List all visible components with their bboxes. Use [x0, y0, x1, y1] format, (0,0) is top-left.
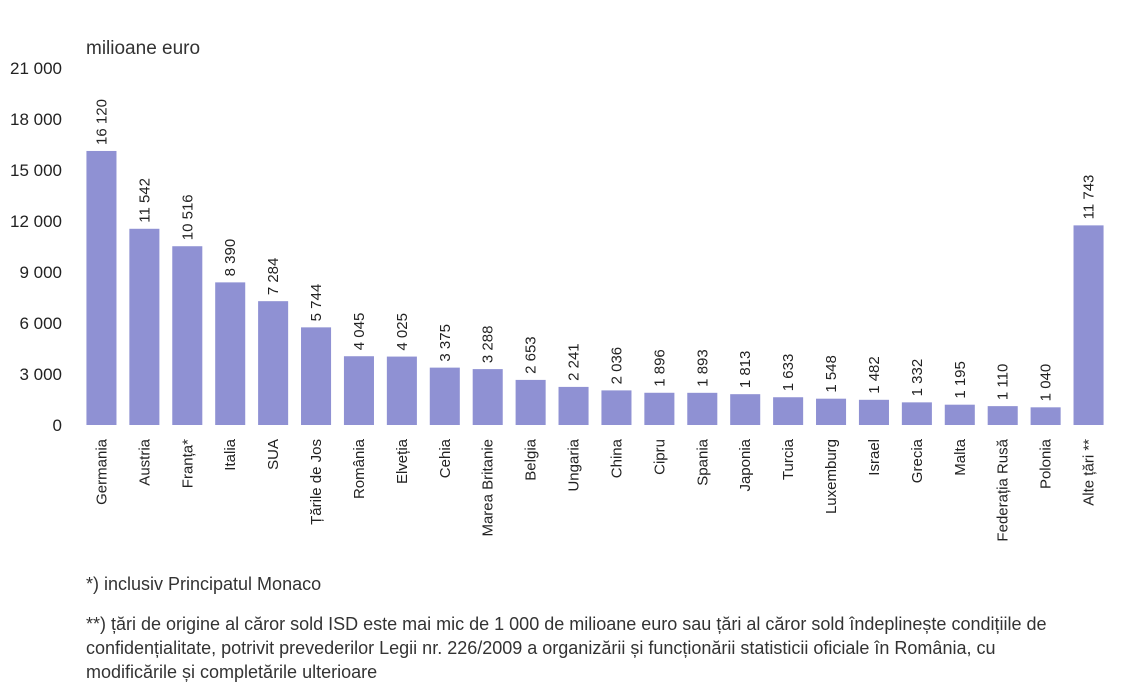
bar	[644, 392, 675, 425]
bar	[429, 367, 460, 425]
data-label: 1 110	[995, 364, 1012, 400]
category-label: România	[351, 438, 368, 499]
x-axis: Germania Austria Franța* Italia SUA Țările de…	[93, 438, 1097, 541]
category-label: Elveția	[394, 438, 411, 484]
bar	[515, 379, 546, 425]
bar	[172, 246, 203, 425]
data-label: 2 653	[523, 336, 540, 374]
category-label: Federația Rusă	[995, 438, 1012, 541]
category-label: Marea Britanie	[480, 439, 497, 537]
category-label: Franța*	[179, 439, 196, 488]
category-label: Turcia	[780, 438, 797, 480]
data-label: 1 893	[694, 349, 711, 387]
category-label: Luxemburg	[823, 439, 840, 514]
data-label: 1 482	[866, 356, 883, 394]
data-label: 3 288	[480, 326, 497, 364]
bar	[858, 399, 889, 425]
y-tick-label: 0	[53, 416, 62, 435]
data-label: 1 548	[823, 355, 840, 393]
unit-label: milioane euro	[86, 38, 200, 59]
bar	[86, 150, 117, 425]
bar	[1073, 225, 1104, 425]
category-label: SUA	[265, 439, 282, 470]
category-label: Germania	[93, 438, 110, 505]
data-label: 11 542	[136, 178, 153, 223]
bar	[816, 398, 847, 425]
data-label: 4 025	[394, 313, 411, 351]
bar	[558, 386, 589, 425]
category-label: China	[608, 438, 625, 478]
data-label: 1 633	[780, 354, 797, 392]
data-label: 1 813	[737, 351, 754, 389]
category-label: Ungaria	[566, 438, 583, 491]
bar	[601, 390, 632, 425]
data-label: 11 743	[1081, 175, 1098, 220]
category-label: Alte țări **	[1081, 439, 1098, 506]
bar	[773, 397, 804, 425]
y-tick-label: 3 000	[19, 365, 62, 384]
data-label: 1 195	[952, 361, 969, 399]
data-label: 1 332	[909, 359, 926, 397]
data-label: 2 036	[608, 347, 625, 385]
bar	[1030, 407, 1061, 425]
y-tick-label: 21 000	[10, 59, 62, 78]
bars	[86, 150, 1104, 425]
data-label: 16 120	[93, 99, 110, 145]
data-label: 10 516	[179, 194, 196, 240]
footnote-other-countries: **) țări de origine al căror sold ISD es…	[86, 614, 1047, 682]
data-label: 1 040	[1038, 364, 1055, 402]
data-labels: 16 120 11 542 10 516 8 390 7 284 5 744 4 045 4 …	[93, 99, 1097, 401]
bar	[472, 369, 503, 425]
category-label: Austria	[136, 438, 153, 485]
bar	[301, 327, 332, 425]
category-label: Italia	[222, 438, 239, 470]
data-label: 1 896	[651, 349, 668, 387]
category-label: Cehia	[437, 438, 454, 478]
bar	[215, 282, 246, 425]
category-label: Malta	[952, 438, 969, 475]
y-axis: 0 3 000 6 000 9 000 12 000 15 000 18 000 21 000	[10, 59, 62, 435]
data-label: 4 045	[351, 313, 368, 351]
category-label: Belgia	[523, 438, 540, 480]
y-tick-label: 9 000	[19, 263, 62, 282]
y-tick-label: 12 000	[10, 212, 62, 231]
y-tick-label: 15 000	[10, 161, 62, 180]
data-label: 3 375	[437, 324, 454, 362]
bar	[730, 394, 761, 425]
category-label: Spania	[694, 438, 711, 485]
bar	[258, 301, 289, 425]
bar	[944, 404, 975, 425]
data-label: 5 744	[308, 284, 325, 322]
bar-chart: milioane euro 0 3 000 6 000 9 000 12 000 15 0…	[10, 38, 1104, 542]
bar	[901, 402, 932, 425]
data-label: 2 241	[566, 343, 583, 381]
category-label: Grecia	[909, 438, 926, 483]
bar	[343, 356, 374, 425]
y-tick-label: 18 000	[10, 110, 62, 129]
category-label: Polonia	[1038, 438, 1055, 489]
footnote-monaco: *) inclusiv Principatul Monaco	[86, 574, 322, 594]
category-label: Țările de Jos	[308, 439, 325, 525]
bar	[386, 356, 417, 425]
y-tick-label: 6 000	[19, 314, 62, 333]
data-label: 7 284	[265, 258, 282, 296]
category-label: Cipru	[651, 439, 668, 475]
category-label: Japonia	[737, 438, 754, 491]
data-label: 8 390	[222, 239, 239, 277]
bar	[687, 392, 718, 425]
bar	[987, 406, 1018, 425]
category-label: Israel	[866, 439, 883, 476]
bar	[129, 228, 160, 425]
